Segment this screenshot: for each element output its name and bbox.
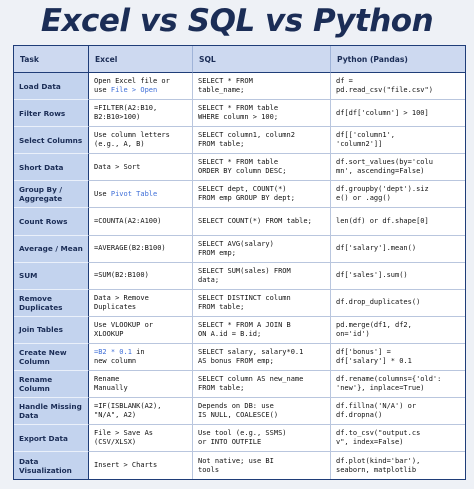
python-cell: len(df) or df.shape[0] [331, 208, 465, 236]
table-header: Task Excel SQL Python (Pandas) [14, 46, 465, 73]
table-row: Select Columns Use column letters (e.g., … [14, 127, 465, 155]
task-cell: Short Data [14, 154, 89, 182]
table-row: Short Data Data > Sort SELECT * FROM table… [14, 154, 465, 182]
sql-cell: SELECT * FROM table ORDER BY column DESC… [193, 154, 331, 182]
table-row: Handle Missing Data =IF(ISBLANK(A2), "N/A… [14, 398, 465, 426]
sql-cell: SELECT * FROM table WHERE column > 100; [193, 100, 331, 128]
python-cell: df['bonus'] = df['salary'] * 0.1 [331, 343, 465, 372]
highlighted-text: =B2 * 0.1 [94, 347, 132, 356]
excel-cell: Open Excel file or use File > Open [89, 73, 193, 101]
task-cell: Join Tables [14, 316, 89, 344]
excel-cell: Use VLOOKUP or XLOOKUP [89, 316, 193, 344]
sql-cell: SELECT dept, COUNT(*) FROM emp GROUP BY … [193, 181, 331, 209]
task-cell: Group By / Aggregate [14, 181, 89, 209]
table-row: Count Rows =COUNTA(A2:A100) SELECT COUNT(*… [14, 208, 465, 236]
highlighted-text: File > Open [110, 86, 158, 95]
excel-cell: Use column letters (e.g., A, B) [89, 127, 193, 155]
task-cell: Create New Column [14, 343, 89, 372]
task-cell: Handle Missing Data [14, 398, 89, 426]
sql-cell: SELECT salary, salary*0.1 AS bonus FROM … [193, 343, 331, 372]
sql-cell: SELECT COUNT(*) FROM table; [193, 208, 331, 236]
sql-cell: SELECT * FROM A JOIN B ON A.id = B.id; [193, 316, 331, 344]
header-python: Python (Pandas) [331, 46, 465, 73]
sql-cell: Use tool (e.g., SSMS) or INTO OUTFILE [193, 425, 331, 453]
table-row: Group By / Aggregate Use Pivot Table SELEC… [14, 181, 465, 209]
python-cell: df.groupby('dept').siz e() or .agg() [331, 181, 465, 209]
python-cell: df.drop_duplicates() [331, 289, 465, 317]
excel-cell: Data > Remove Duplicates [89, 289, 193, 317]
python-cell: df['sales'].sum() [331, 262, 465, 290]
sql-cell: Not native; use BI tools [193, 452, 331, 480]
sql-cell: SELECT AVG(salary) FROM emp; [193, 235, 331, 263]
excel-cell: Insert > Charts [89, 452, 193, 480]
table-row: Average / Mean =AVERAGE(B2:B100) SELECT AV… [14, 235, 465, 263]
excel-cell: =B2 * 0.1 in new column [89, 343, 193, 372]
excel-cell: =SUM(B2:B100) [89, 262, 193, 290]
task-cell: Rename Column [14, 371, 89, 399]
table-row: Join Tables Use VLOOKUP or XLOOKUP SELECT … [14, 316, 465, 344]
python-cell: df.sort_values(by='colu mn', ascending=F… [331, 154, 465, 182]
header-sql: SQL [193, 46, 331, 73]
header-excel: Excel [89, 46, 193, 73]
excel-cell: Data > Sort [89, 154, 193, 182]
python-cell: df.rename(columns={'old': 'new'}, inplac… [331, 371, 465, 399]
excel-cell: =AVERAGE(B2:B100) [89, 235, 193, 263]
excel-cell: =COUNTA(A2:A100) [89, 208, 193, 236]
table-row: Remove Duplicates Data > Remove Duplicate… [14, 289, 465, 317]
comparison-table: Task Excel SQL Python (Pandas) Load Data… [13, 45, 466, 481]
task-cell: Select Columns [14, 127, 89, 155]
task-cell: Export Data [14, 425, 89, 453]
excel-cell: =FILTER(A2:B10, B2:B10>100) [89, 100, 193, 128]
sql-cell: SELECT * FROM table_name; [193, 73, 331, 101]
table-body: Load Data Open Excel file or use File > O… [14, 73, 465, 480]
excel-cell: Rename Manually [89, 371, 193, 399]
table-row: SUM =SUM(B2:B100) SELECT SUM(sales) FROM d… [14, 262, 465, 290]
sql-cell: SELECT SUM(sales) FROM data; [193, 262, 331, 290]
task-cell: Filter Rows [14, 100, 89, 128]
page-title: Excel vs SQL vs Python [40, 3, 434, 39]
sql-cell: SELECT column AS new_name FROM table; [193, 371, 331, 399]
python-cell: df.fillna('N/A') or df.dropna() [331, 398, 465, 426]
python-cell: df.plot(kind='bar'), seaborn, matplotlib [331, 452, 465, 480]
excel-cell: =IF(ISBLANK(A2), "N/A", A2) [89, 398, 193, 426]
task-cell: Average / Mean [14, 235, 89, 263]
table-row: Filter Rows =FILTER(A2:B10, B2:B10>100) SE… [14, 100, 465, 128]
python-cell: df['salary'].mean() [331, 235, 465, 263]
python-cell: df.to_csv("output.cs v", index=False) [331, 425, 465, 453]
sql-cell: Depends on DB: use IS NULL, COALESCE() [193, 398, 331, 426]
task-cell: Count Rows [14, 208, 89, 236]
header-row: Task Excel SQL Python (Pandas) [14, 46, 465, 73]
python-cell: pd.merge(df1, df2, on='id') [331, 316, 465, 344]
task-cell: Data Visualization [14, 452, 89, 480]
table-row: Load Data Open Excel file or use File > O… [14, 73, 465, 101]
python-cell: df[['column1', 'column2']] [331, 127, 465, 155]
task-cell: Load Data [14, 73, 89, 101]
python-cell: df[df['column'] > 100] [331, 100, 465, 128]
table-row: Export Data File > Save As (CSV/XLSX) Use … [14, 425, 465, 453]
header-task: Task [14, 46, 89, 73]
highlighted-text: Pivot Table [110, 189, 158, 198]
table-row: Create New Column =B2 * 0.1 in new column… [14, 343, 465, 372]
table-row: Data Visualization Insert > Charts Not nat… [14, 452, 465, 480]
python-cell: df = pd.read_csv("file.csv") [331, 73, 465, 101]
excel-cell: File > Save As (CSV/XLSX) [89, 425, 193, 453]
sql-cell: SELECT column1, column2 FROM table; [193, 127, 331, 155]
table-row: Rename Column Rename Manually SELECT colum… [14, 371, 465, 399]
task-cell: SUM [14, 262, 89, 290]
excel-cell: Use Pivot Table [89, 181, 193, 209]
task-cell: Remove Duplicates [14, 289, 89, 317]
sql-cell: SELECT DISTINCT column FROM table; [193, 289, 331, 317]
